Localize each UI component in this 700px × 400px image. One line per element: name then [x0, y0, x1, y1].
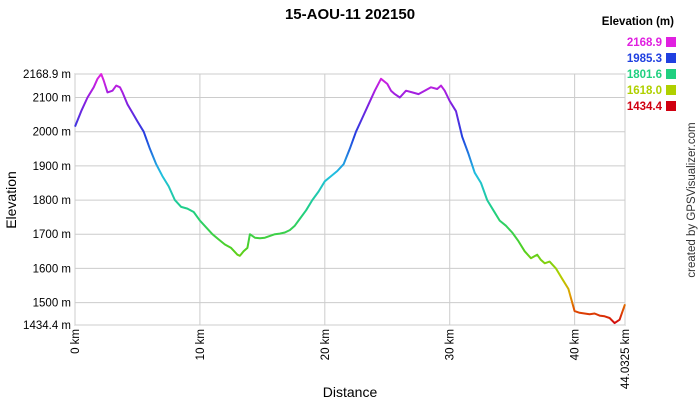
x-axis-label: Distance — [323, 384, 378, 400]
legend-swatch — [666, 37, 676, 47]
x-tick-label: 44.0325 km — [620, 329, 632, 389]
legend-entry-label: 1801.6 — [627, 69, 662, 81]
x-tick-label: 0 km — [70, 329, 82, 354]
y-axis-label: Elevation — [3, 171, 19, 229]
legend-entry-label: 1434.4 — [627, 101, 663, 113]
y-tick-label: 1800 m — [33, 195, 71, 207]
x-tick-label: 20 km — [320, 329, 332, 360]
y-tick-label: 2168.9 m — [23, 69, 71, 81]
series-line-elevation — [74, 73, 626, 325]
x-tick-label: 30 km — [445, 329, 457, 360]
y-tick-label: 1700 m — [33, 229, 71, 241]
y-tick-label: 1900 m — [33, 161, 71, 173]
x-tick-label: 10 km — [195, 329, 207, 360]
legend-title: Elevation (m) — [602, 16, 674, 28]
credit-text: created by GPSVisualizer.com — [686, 122, 698, 277]
legend-swatch — [666, 53, 676, 63]
y-axis-ticks: 1434.4 m 1500 m 1600 m 1700 m 1800 m 1900 m 20… — [23, 69, 71, 332]
legend-swatch — [666, 101, 676, 111]
y-tick-label: 2000 m — [33, 127, 71, 139]
y-tick-label: 2100 m — [33, 93, 71, 105]
legend: Elevation (m) 2168.9 1985.3 1801.6 1618.0 14… — [602, 16, 676, 113]
x-tick-label: 40 km — [570, 329, 582, 360]
y-tick-label: 1600 m — [33, 263, 71, 275]
y-tick-label: 1434.4 m — [23, 320, 71, 332]
chart-title: 15-AOU-11 202150 — [285, 6, 415, 23]
plot-area — [74, 73, 626, 326]
legend-entry-label: 1985.3 — [627, 53, 662, 65]
grid-lines — [74, 73, 626, 326]
legend-entry-label: 1618.0 — [627, 85, 662, 97]
legend-swatch — [666, 85, 676, 95]
y-tick-label: 1500 m — [33, 298, 71, 310]
legend-entry-label: 2168.9 — [627, 37, 662, 49]
legend-swatch — [666, 69, 676, 79]
x-axis-ticks: 0 km 10 km 20 km 30 km 40 km 44.0325 km — [70, 329, 632, 389]
